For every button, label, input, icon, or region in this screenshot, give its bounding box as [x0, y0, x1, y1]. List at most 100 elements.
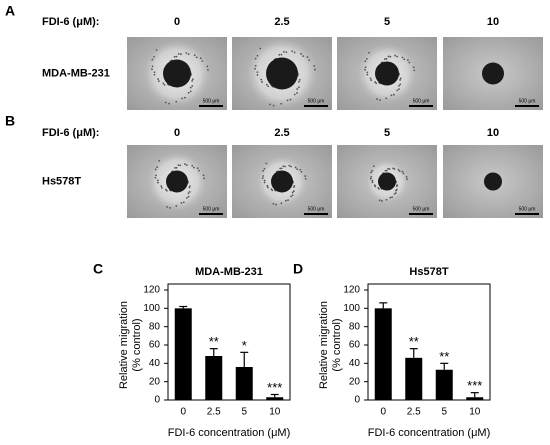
cell-dot: [314, 68, 316, 71]
cell-dot: [187, 195, 190, 198]
panel-letter: B: [5, 113, 15, 129]
error-bar: [209, 348, 218, 356]
cell-dot: [374, 185, 377, 188]
cell-dot: [394, 189, 397, 192]
cell-dot: [282, 165, 285, 168]
cell-dot: [293, 93, 296, 96]
cell-dot: [385, 58, 388, 60]
significance-label: ***: [267, 380, 282, 395]
cell-dot: [158, 159, 161, 162]
cell-dot: [374, 81, 377, 83]
cell-dot: [155, 49, 158, 51]
cell-dot: [370, 171, 372, 174]
y-tick-label: 0: [154, 395, 160, 406]
cell-dot: [174, 167, 176, 169]
cell-dot: [151, 58, 154, 61]
error-bar: [179, 305, 188, 309]
cell-dot: [254, 57, 257, 60]
y-axis-label: (% control): [331, 318, 343, 371]
cell-dot: [364, 66, 367, 69]
cell-dot: [390, 94, 393, 97]
cell-dot: [181, 97, 183, 100]
cell-dot: [188, 190, 191, 193]
cell-dot: [267, 186, 269, 189]
cell-dot: [391, 196, 393, 199]
cell-dot: [288, 164, 291, 167]
cell-dot: [202, 174, 205, 177]
cell-dot: [163, 83, 166, 86]
cell-dot: [265, 162, 268, 165]
cell-dot: [405, 176, 408, 178]
y-axis-label: Relative migration: [318, 301, 330, 389]
cell-dot: [154, 176, 157, 179]
cell-dot: [262, 169, 264, 172]
cell-dot: [263, 167, 266, 170]
x-axis-label: FDI-6 concentration (μM): [368, 427, 490, 439]
cell-dot: [254, 67, 256, 70]
cell-dot: [297, 86, 300, 89]
cell-dot: [364, 68, 366, 71]
cell-dot: [289, 98, 292, 101]
cell-dot: [392, 93, 395, 96]
cell-dot: [306, 56, 309, 59]
cell-dot: [168, 102, 170, 105]
cell-dot: [293, 51, 296, 54]
panel-letter: D: [293, 261, 303, 277]
cell-dot: [279, 167, 282, 170]
cell-dot: [285, 51, 288, 54]
y-tick-label: 0: [354, 395, 360, 406]
cell-dot: [292, 190, 295, 193]
spheroid-core: [484, 172, 502, 191]
spheroid-core: [378, 172, 396, 191]
cell-dot: [380, 200, 383, 202]
cell-dot: [156, 179, 159, 182]
row-label: FDI-6 (μM):: [42, 127, 99, 139]
cell-dot: [396, 89, 399, 92]
y-axis-label: (% control): [131, 318, 143, 371]
cell-dot: [379, 99, 381, 101]
y-tick-label: 60: [349, 340, 361, 351]
cell-dot: [294, 166, 297, 169]
spheroid-core: [375, 61, 399, 86]
cell-dot: [313, 65, 316, 67]
cell-dot: [164, 101, 167, 104]
cell-dot: [175, 166, 178, 169]
cell-dot: [407, 59, 409, 61]
y-tick-label: 40: [149, 358, 161, 369]
cell-dot: [160, 185, 163, 188]
bar: [205, 356, 223, 400]
cell-dot: [394, 192, 397, 194]
cell-dot: [263, 179, 266, 182]
cell-dot: [296, 92, 298, 94]
cell-dot: [173, 55, 176, 58]
cell-dot: [187, 91, 190, 94]
cell-dot: [371, 169, 374, 172]
cell-dot: [160, 186, 163, 189]
y-tick-label: 120: [343, 285, 360, 296]
x-axis-label: FDI-6 concentration (μM): [168, 427, 290, 439]
cell-dot: [408, 61, 411, 64]
cell-dot: [184, 163, 186, 165]
cell-dot: [413, 69, 416, 72]
cell-dot: [398, 170, 401, 172]
concentration-label: 10: [487, 16, 499, 28]
cell-dot: [179, 53, 182, 56]
x-tick-label: 10: [269, 407, 281, 418]
concentration-label: 2.5: [274, 127, 289, 139]
cell-dot: [280, 167, 283, 170]
bar: [174, 308, 192, 400]
cell-dot: [284, 165, 286, 168]
cell-dot: [397, 168, 400, 171]
error-bar: [470, 392, 479, 398]
cell-dot: [393, 168, 396, 170]
cell-dot: [177, 52, 180, 55]
concentration-label: 0: [174, 127, 180, 139]
cell-dot: [269, 103, 271, 106]
cell-dot: [151, 65, 154, 68]
cell-dot: [182, 201, 185, 204]
cell-dot: [399, 77, 402, 80]
cell-dot: [199, 57, 202, 60]
cell-dot: [189, 185, 191, 188]
cell-dot: [261, 81, 263, 83]
x-tick-label: 5: [241, 407, 247, 418]
